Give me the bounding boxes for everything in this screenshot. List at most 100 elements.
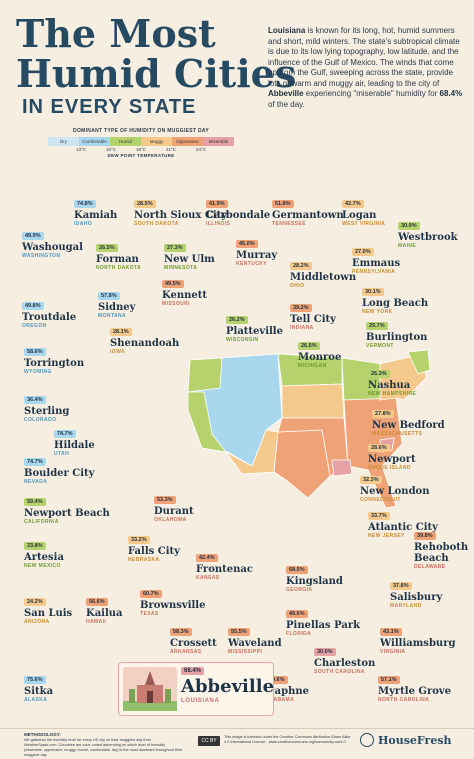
city-name: Torrington (24, 358, 85, 369)
methodology-title: METHODOLOGY: (24, 732, 61, 737)
city-pct-badge: 42.7% (342, 200, 364, 208)
us-humidity-map (187, 349, 431, 509)
city-name: Germantown (272, 210, 344, 221)
city-state: DELAWARE (414, 564, 446, 570)
housefresh-logo-icon (360, 733, 374, 747)
license-text: This image is licensed under the Creativ… (224, 735, 351, 744)
city-label-torrington: 58.6% Torrington WYOMING (24, 340, 84, 375)
city-pct-badge: 75.6% (24, 676, 46, 684)
city-name: Newport Beach (24, 508, 110, 519)
city-pct-badge: 28.2% (290, 262, 312, 270)
city-state: SOUTH CAROLINA (314, 669, 365, 675)
city-label-kamiah: 74.8% Kamiah IDAHO (74, 192, 117, 227)
highlight-pct-badge: 68.4% (181, 667, 205, 675)
city-name: Charleston (314, 658, 376, 669)
city-pct-badge: 59.4% (24, 498, 46, 506)
city-name: Kamiah (74, 210, 118, 221)
city-label-forman: 26.5% Forman NORTH DAKOTA (96, 236, 141, 271)
city-state: NEW JERSEY (368, 533, 405, 539)
map-region-louisiana (331, 459, 353, 477)
city-name: Burlington (366, 332, 428, 343)
city-pct-badge: 33.7% (368, 512, 390, 520)
city-pct-badge: 58.3% (170, 628, 192, 636)
city-state: COLORADO (24, 417, 57, 423)
city-state: ALASKA (24, 697, 48, 703)
city-state: WYOMING (24, 369, 52, 375)
city-label-new-london: 32.3% New London CONNECTICUT (360, 468, 430, 503)
title-line-2: Humid Cities (16, 51, 297, 96)
city-name: New Bedford (372, 420, 445, 431)
city-state: MISSOURI (162, 301, 190, 307)
city-label-new-ulm: 27.3% New Ulm MINNESOTA (164, 236, 215, 271)
map-region-washington-oregon (187, 357, 223, 393)
intro-bold-pct: 68.4% (439, 89, 463, 98)
map-region-new-england (407, 349, 431, 375)
map-region-mid-plains (281, 383, 345, 419)
intro-bold-city: Abbeville (268, 89, 304, 98)
legend-swatch-oppressive: Oppressive (172, 137, 203, 146)
city-pct-badge: 27.0% (352, 248, 374, 256)
city-pct-badge: 26.5% (298, 342, 320, 350)
city-label-newport-beach: 59.4% Newport Beach CALIFORNIA (24, 490, 110, 525)
city-state: CALIFORNIA (24, 519, 59, 525)
brand-name: HouseFresh (378, 734, 452, 747)
city-label-pinellas-park: 49.6% Pinellas Park FLORIDA (286, 602, 360, 637)
city-state: OHIO (290, 283, 305, 289)
intro-bold-state: Louisiana (268, 26, 306, 35)
city-label-germantown: 51.8% Germantown TENNESSEE (272, 192, 344, 227)
city-state: INDIANA (290, 325, 314, 331)
city-state: NORTH DAKOTA (96, 265, 141, 271)
city-pct-badge: 39.2% (290, 304, 312, 312)
city-name: Kailua (86, 608, 123, 619)
city-label-kennett: 49.5% Kennett MISSOURI (162, 272, 207, 307)
city-state: IOWA (110, 349, 125, 355)
intro-paragraph: Louisiana is known for its long, hot, hu… (268, 26, 464, 110)
city-state: RHODE ISLAND (368, 465, 411, 471)
city-name: Williamsburg (380, 638, 456, 649)
city-label-new-bedford: 27.8% New Bedford MASSACHUSETTS (372, 402, 445, 437)
city-name: Middletown (290, 272, 357, 283)
city-label-daphne: 59.6% Daphne ALABAMA (266, 668, 309, 703)
city-name: Forman (96, 254, 139, 265)
city-label-williamsburg: 43.1% Williamsburg VIRGINIA (380, 620, 455, 655)
footer (0, 728, 474, 759)
city-state: FLORIDA (286, 631, 312, 637)
city-name: New London (360, 486, 430, 497)
city-name: Falls City (128, 546, 180, 557)
city-label-durant: 53.3% Durant OKLAHOMA (154, 488, 194, 523)
city-state: TENNESSEE (272, 221, 306, 227)
city-state: NEW YORK (362, 309, 393, 315)
city-state: OREGON (22, 323, 47, 329)
city-state: MONTANA (98, 313, 126, 319)
city-label-middletown: 28.2% Middletown OHIO (290, 254, 356, 289)
city-pct-badge: 27.3% (164, 244, 186, 252)
legend-ticks: 13°C 16°C 18°C 21°C 24°C (48, 146, 234, 152)
city-state: MASSACHUSETTS (372, 431, 423, 437)
city-pct-badge: 74.7% (24, 458, 46, 466)
city-name: Durant (154, 506, 194, 517)
city-name: Brownsville (140, 600, 206, 611)
city-pct-badge: 28.5% (134, 200, 156, 208)
city-state: NEW HAMPSHIRE (368, 391, 417, 397)
city-name: Nashua (368, 380, 411, 391)
city-name: Carbondale (206, 210, 271, 221)
city-pct-badge: 29.7% (366, 322, 388, 330)
city-name: Logan (342, 210, 377, 221)
city-pct-badge: 39.8% (414, 532, 436, 540)
city-pct-badge: 30.0% (314, 648, 336, 656)
city-pct-badge: 28.6% (368, 444, 390, 452)
city-state: NORTH CAROLINA (378, 697, 430, 703)
city-pct-badge: 36.4% (24, 396, 46, 404)
city-label-tell-city: 39.2% Tell City INDIANA (290, 296, 336, 331)
city-state: MARYLAND (390, 603, 422, 609)
city-label-platteville: 26.2% Platteville WISCONSIN (226, 308, 283, 343)
city-name: San Luis (24, 608, 73, 619)
city-state: ARIZONA (24, 619, 50, 625)
city-state: PENNSYLVANIA (352, 269, 396, 275)
city-name: Newport (368, 454, 416, 465)
city-label-newport: 28.6% Newport RHODE ISLAND (368, 436, 416, 471)
legend-swatch-muggy: Muggy (141, 137, 172, 146)
legend-tick: 16°C (105, 147, 117, 152)
intro-text-2: experiencing "miserable" humidity for (303, 89, 440, 98)
city-name: Long Beach (362, 298, 429, 309)
